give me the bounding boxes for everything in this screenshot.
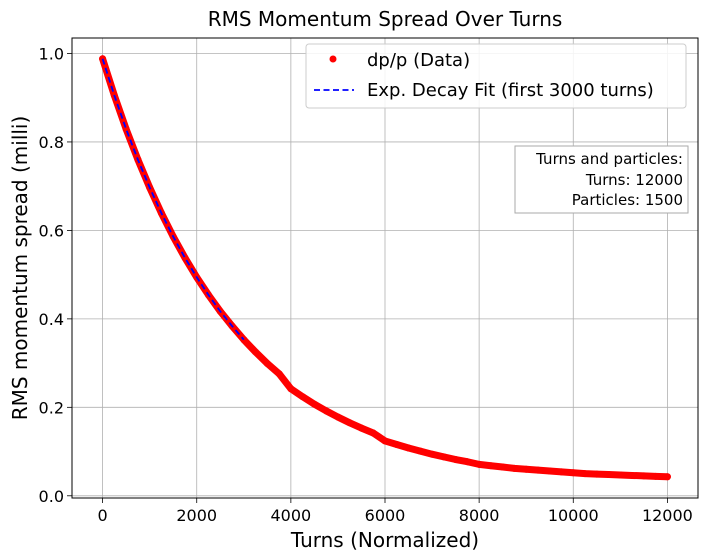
fit-line: [101, 58, 245, 341]
y-tick-label: 0.4: [39, 310, 64, 329]
data-point: [487, 462, 495, 470]
data-point: [287, 385, 295, 393]
legend-marker-data: [329, 55, 337, 63]
data-point: [475, 460, 483, 468]
y-axis-label: RMS momentum spread (milli): [8, 116, 32, 421]
legend: dp/p (Data) Exp. Decay Fit (first 3000 t…: [305, 43, 687, 109]
data-point: [299, 393, 307, 401]
data-point: [534, 466, 542, 474]
data-point: [616, 471, 624, 479]
data-point: [522, 465, 530, 473]
y-tick-label: 1.0: [39, 44, 64, 63]
chart-title: RMS Momentum Spread Over Turns: [208, 7, 563, 31]
data-point: [416, 447, 424, 455]
legend-box: [305, 43, 687, 109]
x-tick-label: 0: [98, 506, 108, 525]
y-tick-label: 0.0: [39, 487, 64, 506]
data-point: [322, 407, 330, 415]
data-point: [310, 400, 318, 408]
data-point: [381, 437, 389, 445]
data-point: [334, 413, 342, 421]
annotation-box: Turns and particles: Turns: 12000 Partic…: [514, 145, 689, 214]
y-tick-label: 0.6: [39, 221, 64, 240]
data-point: [663, 473, 671, 481]
plot-data: [99, 55, 671, 481]
x-axis-label: Turns (Normalized): [290, 528, 479, 552]
x-tick-label: 2000: [176, 506, 217, 525]
x-tick-label: 6000: [365, 506, 406, 525]
data-point: [546, 467, 554, 475]
x-tick-label: 8000: [459, 506, 500, 525]
data-point: [252, 348, 260, 356]
data-point: [499, 463, 507, 471]
x-tick-label: 4000: [271, 506, 312, 525]
y-tick-label: 0.8: [39, 133, 64, 152]
y-tick-label: 0.2: [39, 398, 64, 417]
legend-entry-data: dp/p (Data): [367, 50, 470, 71]
legend-entry-fit: Exp. Decay Fit (first 3000 turns): [367, 80, 654, 101]
data-point: [369, 429, 377, 437]
data-point: [558, 468, 566, 476]
data-point: [640, 472, 648, 480]
data-point: [510, 464, 518, 472]
data-point: [393, 440, 401, 448]
axis-ticks: 0 2000 4000 6000 8000 10000 12000 0.0 0.2 0.4 0.6 0…: [39, 44, 693, 525]
data-point: [357, 424, 365, 432]
data-point: [440, 453, 448, 461]
grid: [72, 38, 698, 498]
data-point: [122, 125, 130, 133]
data-point: [463, 458, 471, 466]
annotation-frame: [514, 145, 689, 214]
annotation-line-1: Turns and particles:: [535, 150, 683, 168]
x-tick-label: 12000: [642, 506, 693, 525]
x-tick-label: 10000: [548, 506, 599, 525]
data-point: [581, 470, 589, 478]
data-point: [652, 472, 660, 480]
data-point: [428, 450, 436, 458]
data-point: [452, 456, 460, 464]
data-point: [405, 444, 413, 452]
data-point: [275, 370, 283, 378]
data-point: [569, 469, 577, 477]
data-point: [593, 470, 601, 478]
data-point: [263, 360, 271, 368]
annotation-line-3: Particles: 1500: [572, 191, 683, 209]
data-point: [605, 471, 613, 479]
data-point: [346, 419, 354, 427]
data-point: [628, 471, 636, 479]
annotation-line-2: Turns: 12000: [585, 171, 683, 189]
